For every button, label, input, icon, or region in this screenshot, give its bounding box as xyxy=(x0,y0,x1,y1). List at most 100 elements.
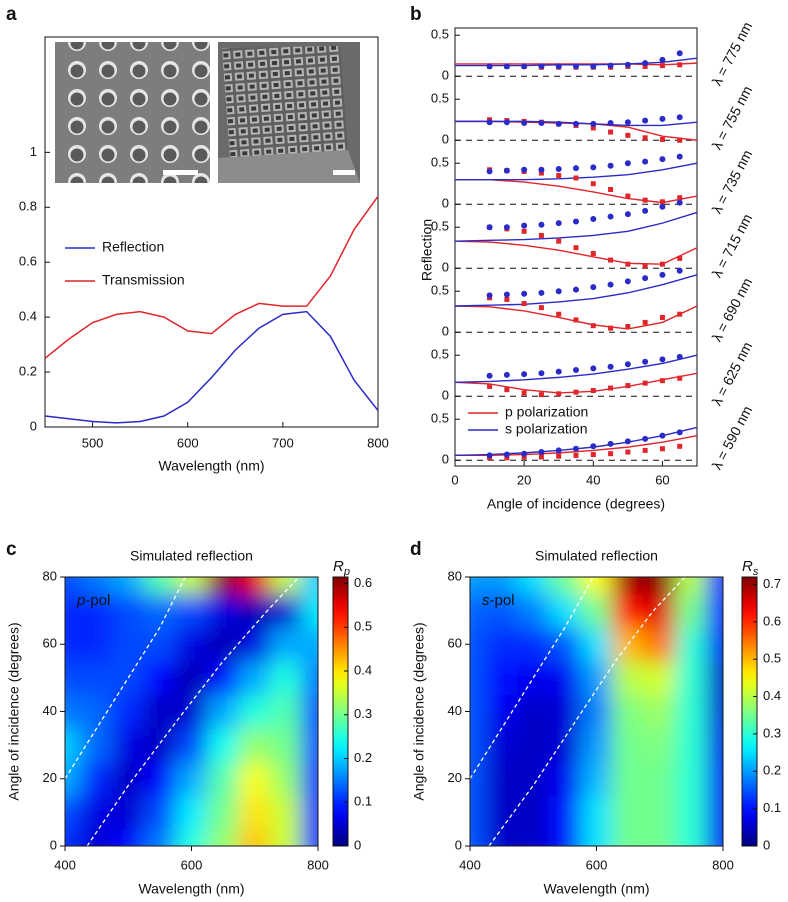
heatmap-cells xyxy=(470,577,723,846)
measured-point xyxy=(624,160,631,167)
measured-point xyxy=(608,325,614,331)
measured-point xyxy=(642,263,648,269)
heatmap-cell xyxy=(175,727,208,763)
measured-point xyxy=(555,288,562,295)
heatmap-cell xyxy=(611,727,645,763)
y-tick-label: 0 xyxy=(442,132,449,147)
measured-point xyxy=(642,207,649,214)
measured-point xyxy=(625,132,631,138)
heatmap-cell xyxy=(485,593,518,628)
measured-point xyxy=(556,311,562,317)
heatmap-cell xyxy=(270,626,303,662)
x-axis-label: Wavelength (nm) xyxy=(138,881,244,897)
measured-point xyxy=(521,371,528,378)
measured-point xyxy=(538,170,544,176)
heatmap xyxy=(470,577,723,846)
heatmap-cell xyxy=(516,626,550,662)
wavelength-label: λ = 590 nm xyxy=(708,403,755,472)
measured-point xyxy=(486,452,493,459)
heatmap-cell xyxy=(580,593,613,628)
measured-point xyxy=(642,358,649,365)
measured-point xyxy=(521,454,527,460)
heatmap-cell xyxy=(175,577,208,595)
colorbar-tick-label: 0.5 xyxy=(354,619,372,634)
heatmap-title: Simulated reflection xyxy=(535,548,658,564)
measured-point xyxy=(607,363,614,370)
measured-point xyxy=(503,451,510,458)
measured-point xyxy=(642,197,648,203)
y-tick-label: 0 xyxy=(442,388,449,403)
x-tick-label: 400 xyxy=(459,857,481,872)
measured-point xyxy=(590,323,596,329)
heatmap-cell xyxy=(675,727,708,763)
measured-point xyxy=(607,162,614,169)
measured-point xyxy=(503,63,510,70)
measured-point xyxy=(521,301,527,307)
colorbar xyxy=(741,576,758,847)
heatmap-cell xyxy=(80,694,113,729)
measured-point xyxy=(590,120,597,127)
measured-point xyxy=(521,228,527,234)
colorbar-label: Rp xyxy=(333,558,350,578)
measured-point xyxy=(642,380,648,386)
measured-point xyxy=(642,63,648,69)
heatmap-cell xyxy=(470,694,487,729)
heatmap-cell xyxy=(238,577,272,595)
measured-point xyxy=(556,173,562,179)
heatmap-cell xyxy=(238,727,272,763)
measured-point xyxy=(538,232,544,238)
heatmap-cell xyxy=(301,660,318,696)
heatmap-cell xyxy=(111,626,145,662)
measured-point xyxy=(503,224,510,231)
measured-point xyxy=(676,199,683,206)
measured-point xyxy=(659,136,665,142)
heatmap-cell xyxy=(206,828,240,846)
measured-point xyxy=(538,289,545,296)
measured-point xyxy=(538,63,545,70)
colorbar-tick-label: 0.2 xyxy=(763,763,781,778)
x-tick-label: 600 xyxy=(177,435,199,450)
heatmap-cell xyxy=(611,593,645,628)
heatmap-cell xyxy=(516,577,550,595)
heatmap-cell xyxy=(206,577,240,595)
heatmap-cell xyxy=(301,828,318,846)
heatmap-cell xyxy=(270,593,303,628)
heatmap-cell xyxy=(270,660,303,696)
heatmap-cell xyxy=(175,660,208,696)
measured-point xyxy=(555,120,562,127)
measured-point xyxy=(659,378,665,384)
measured-point xyxy=(538,120,545,127)
y-tick-label: 0.6 xyxy=(19,254,37,269)
measured-point xyxy=(538,166,545,173)
colorbar-tick-label: 0.3 xyxy=(354,706,372,721)
dashed-curve xyxy=(86,576,300,847)
heatmap-cell xyxy=(548,727,582,763)
measured-point xyxy=(590,365,597,372)
measured-point xyxy=(625,324,631,330)
measured-point xyxy=(556,391,562,397)
heatmap-cell xyxy=(706,761,723,797)
y-tick-label: 1 xyxy=(30,144,37,159)
heatmap-cell xyxy=(611,694,645,729)
y-axis-label: Angle of incidence (degrees) xyxy=(411,622,427,800)
heatmap-cell xyxy=(643,577,677,595)
heatmap-cell xyxy=(206,795,240,830)
heatmap-cell xyxy=(65,828,82,846)
colorbar-tick-label: 0.3 xyxy=(763,725,781,740)
heatmap-cell xyxy=(111,795,145,830)
heatmap-cell xyxy=(516,593,550,628)
label-italic: p xyxy=(76,592,85,609)
model-line xyxy=(455,178,698,204)
wavelength-label: λ = 735 nm xyxy=(708,147,755,216)
measured-point xyxy=(608,385,614,391)
heatmap-cell xyxy=(580,694,613,729)
measured-point xyxy=(555,447,562,454)
heatmap-cell xyxy=(485,626,518,662)
x-tick-label: 800 xyxy=(712,857,734,872)
heatmap-cell xyxy=(611,660,645,696)
heatmap-cell xyxy=(706,626,723,662)
y-tick-label: 0 xyxy=(442,452,449,467)
measured-point xyxy=(486,168,493,175)
measured-point xyxy=(608,257,614,263)
measured-point xyxy=(503,119,510,126)
